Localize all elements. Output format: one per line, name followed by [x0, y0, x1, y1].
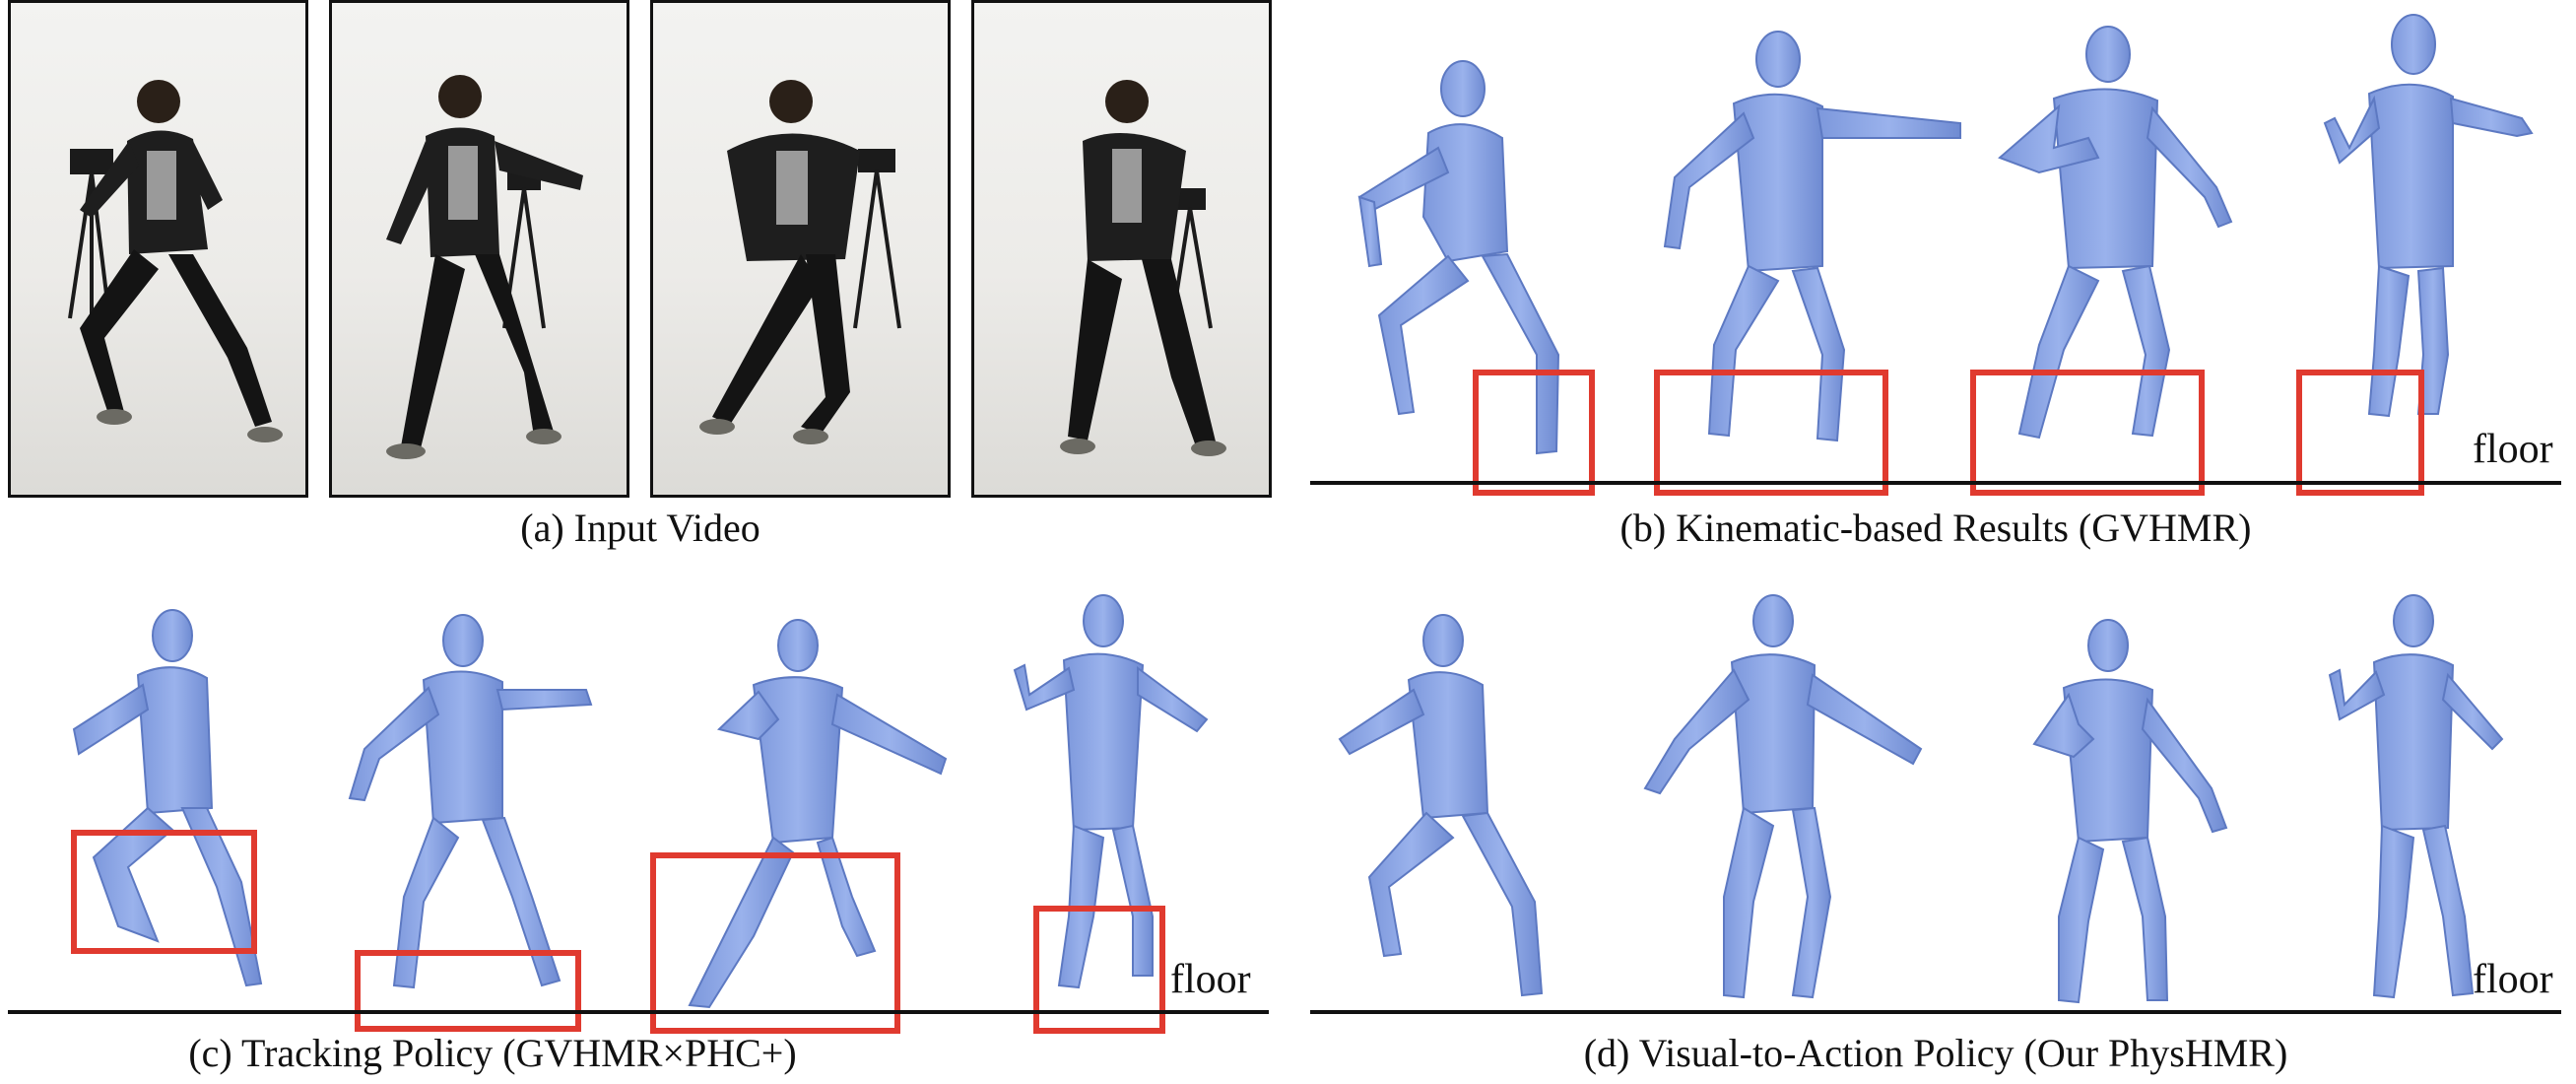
panel-visual-to-action: floor (d) Visual-to-Action Policy (Our P…	[1310, 594, 2576, 1084]
highlight-box-1	[71, 830, 257, 954]
floor-label: floor	[1170, 957, 1251, 1002]
highlight-box-3	[650, 852, 900, 1034]
mesh-figures-tracking	[71, 594, 1209, 1034]
highlight-box-4	[2296, 370, 2424, 496]
floor-line	[1310, 481, 2561, 485]
video-frame-1	[8, 0, 308, 498]
body-mesh-2	[1663, 31, 1961, 442]
caption-tracking-policy: (c) Tracking Policy (GVHMR×PHC+)	[188, 1031, 797, 1075]
body-mesh-3	[688, 619, 948, 1009]
body-mesh-4	[2323, 14, 2534, 418]
highlight-box-1	[1473, 370, 1595, 496]
caption-kinematic-results: (b) Kinematic-based Results (GVHMR)	[1619, 506, 2252, 550]
body-mesh-2	[348, 614, 593, 989]
panel-kinematic-results: floor (b) Kinematic-based Results (GVHMR…	[1310, 0, 2576, 552]
dancer-photo-2	[386, 75, 583, 459]
video-frame-2	[329, 0, 629, 498]
body-mesh-3	[1998, 26, 2233, 440]
floor-line	[1310, 1010, 2561, 1014]
dancer-figure	[699, 80, 860, 444]
body-mesh-4	[2328, 594, 2504, 999]
panel-tracking-policy: floor (c) Tracking Policy (GVHMR×PHC+)	[0, 594, 1300, 1084]
camera-tripod	[853, 149, 901, 329]
body-mesh-1	[1357, 60, 1560, 455]
mesh-figures-kinematic	[1357, 14, 2534, 496]
body-mesh-1	[1338, 614, 1544, 997]
dancer-photo-1	[68, 80, 283, 442]
floor-line	[8, 1010, 1269, 1014]
body-mesh-3	[2032, 619, 2228, 1004]
highlight-box-4	[1033, 906, 1165, 1034]
highlight-box-2	[355, 950, 581, 1032]
mesh-figures-physhmr	[1338, 594, 2504, 1004]
dancer-photo-4	[1060, 80, 1226, 456]
dancer-photo-3	[699, 80, 901, 444]
video-frame-3	[650, 0, 951, 498]
body-mesh-4	[1013, 594, 1209, 989]
video-frame-4	[971, 0, 1272, 498]
dancer-figure	[386, 75, 583, 459]
body-mesh-2	[1643, 594, 1923, 999]
caption-input-video: (a) Input Video	[520, 506, 760, 550]
body-mesh-1	[72, 609, 263, 987]
dancer-figure	[80, 80, 283, 442]
highlight-box-2	[1654, 370, 1888, 496]
panel-input-video: (a) Input Video	[0, 0, 1300, 552]
dancer-figure	[1060, 80, 1226, 456]
floor-label: floor	[2473, 427, 2553, 472]
highlight-box-3	[1970, 370, 2205, 496]
caption-visual-to-action: (d) Visual-to-Action Policy (Our PhysHMR…	[1583, 1031, 2288, 1075]
floor-label: floor	[2473, 957, 2553, 1002]
